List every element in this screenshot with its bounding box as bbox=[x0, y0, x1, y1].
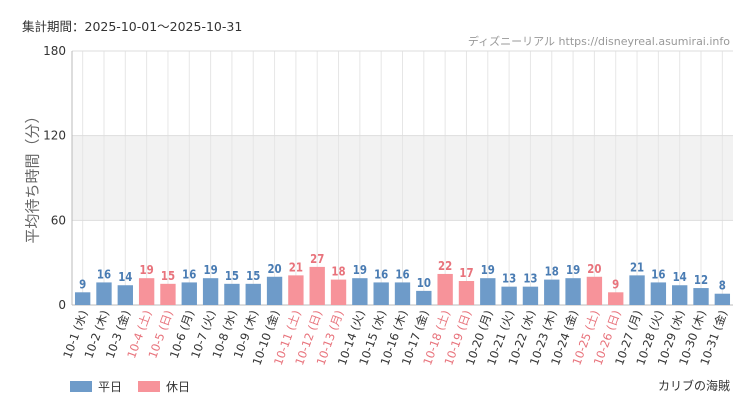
bar-value-label: 19 bbox=[566, 263, 580, 277]
bar-value-label: 15 bbox=[246, 269, 260, 283]
bar bbox=[266, 276, 283, 305]
bar bbox=[117, 285, 133, 305]
bar bbox=[74, 292, 91, 305]
bar-value-label: 16 bbox=[182, 268, 196, 282]
bar bbox=[330, 279, 347, 305]
bar bbox=[352, 278, 368, 305]
bar-value-label: 13 bbox=[502, 272, 516, 286]
bar-value-label: 14 bbox=[673, 270, 687, 284]
bar bbox=[629, 275, 645, 305]
legend-label-weekday: 平日 bbox=[98, 380, 123, 394]
legend-item-holiday: 休日 bbox=[138, 378, 190, 395]
bar bbox=[480, 278, 496, 305]
bar-value-label: 16 bbox=[395, 268, 409, 282]
bar bbox=[96, 282, 112, 305]
bar-value-label: 27 bbox=[310, 252, 324, 266]
bar-value-label: 22 bbox=[438, 259, 452, 273]
bar-value-label: 16 bbox=[374, 268, 388, 282]
bar bbox=[394, 282, 411, 305]
y-tick-label: 120 bbox=[43, 129, 66, 143]
bar-value-label: 15 bbox=[161, 269, 175, 283]
bar-value-label: 20 bbox=[267, 262, 281, 276]
bar bbox=[672, 285, 688, 305]
site-credit: ディズニーリアル https://disneyreal.asumirai.inf… bbox=[467, 35, 730, 48]
bar-value-label: 16 bbox=[651, 268, 665, 282]
bar bbox=[416, 290, 432, 305]
y-tick-label: 60 bbox=[51, 213, 66, 227]
bar bbox=[565, 278, 581, 305]
bar bbox=[138, 278, 155, 305]
bar bbox=[586, 276, 603, 305]
legend-swatch-weekday bbox=[70, 381, 92, 392]
bar-value-label: 16 bbox=[97, 268, 111, 282]
bar-value-label: 10 bbox=[417, 276, 431, 290]
bar bbox=[309, 266, 325, 305]
bar-value-label: 19 bbox=[204, 263, 218, 277]
legend-swatch-holiday bbox=[138, 381, 161, 392]
y-tick-label: 0 bbox=[58, 298, 66, 312]
bar bbox=[160, 283, 176, 305]
bar bbox=[288, 275, 304, 305]
bar bbox=[181, 282, 197, 305]
bar-value-label: 18 bbox=[545, 265, 559, 279]
bar bbox=[693, 288, 709, 305]
bar-value-label: 15 bbox=[225, 269, 239, 283]
bar bbox=[245, 283, 261, 305]
legend-item-weekday: 平日 bbox=[70, 378, 122, 395]
bar bbox=[544, 279, 560, 305]
period-label: 集計期間：2025-10-01～2025-10-31 bbox=[22, 19, 243, 34]
bar-value-label: 8 bbox=[719, 279, 726, 293]
chart-legend: 平日 休日 bbox=[70, 378, 206, 395]
bar bbox=[458, 281, 475, 305]
bar-value-label: 14 bbox=[118, 270, 132, 284]
bar-value-label: 21 bbox=[289, 261, 303, 275]
bar-value-label: 21 bbox=[630, 261, 644, 275]
legend-label-holiday: 休日 bbox=[166, 380, 191, 394]
bar bbox=[501, 286, 517, 305]
bar-value-label: 19 bbox=[353, 263, 367, 277]
attraction-name: カリブの海賊 bbox=[657, 379, 730, 393]
bar bbox=[202, 278, 219, 305]
bar-value-label: 17 bbox=[459, 266, 473, 280]
bar-value-label: 20 bbox=[587, 262, 601, 276]
bar-value-label: 19 bbox=[140, 263, 154, 277]
bar bbox=[522, 286, 539, 305]
bar bbox=[650, 282, 667, 305]
bar-value-label: 19 bbox=[481, 263, 495, 277]
bar-value-label: 9 bbox=[612, 278, 619, 292]
bar-value-label: 18 bbox=[331, 265, 345, 279]
bar bbox=[608, 292, 624, 305]
bar-value-label: 9 bbox=[79, 278, 86, 292]
bar bbox=[373, 282, 389, 305]
bar bbox=[224, 283, 240, 305]
y-tick-label: 180 bbox=[43, 44, 66, 58]
bar bbox=[437, 273, 453, 305]
bar-value-label: 13 bbox=[523, 272, 537, 286]
bar-value-label: 12 bbox=[694, 273, 708, 287]
bar bbox=[714, 293, 731, 305]
